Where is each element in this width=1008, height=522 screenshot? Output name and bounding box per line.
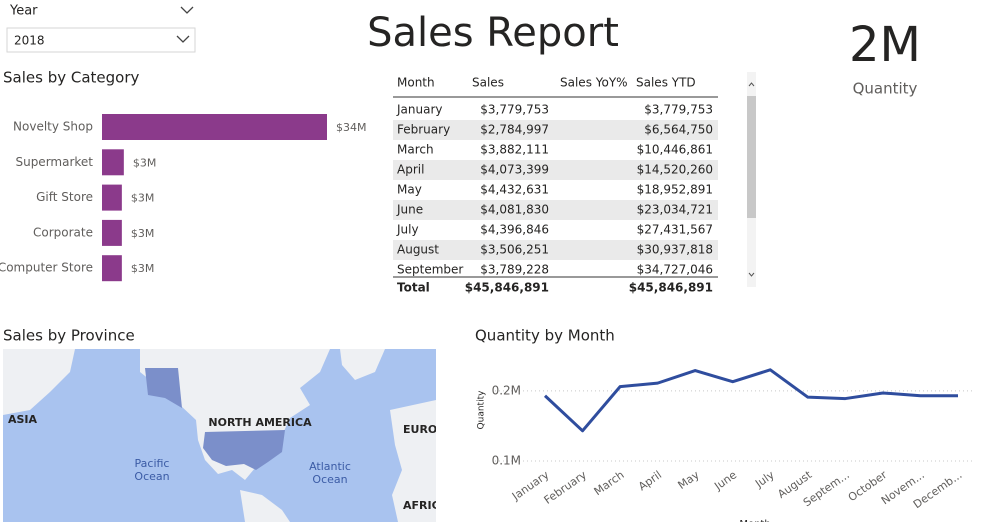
category-label: Gift Store — [36, 190, 93, 204]
table-cell: $27,431,567 — [637, 223, 713, 237]
table-cell: $3,882,111 — [480, 143, 549, 157]
slicer-collapse[interactable] — [180, 6, 194, 14]
land-greenland — [340, 349, 385, 380]
map-title: Sales by Province — [3, 327, 135, 345]
total-sales: $45,846,891 — [465, 281, 549, 295]
table-cell: March — [397, 143, 434, 157]
map-label: Ocean — [134, 470, 169, 483]
bar — [102, 255, 122, 282]
category-label: Supermarket — [15, 155, 93, 169]
total-ytd: $45,846,891 — [629, 281, 713, 295]
data-label: $3M — [131, 192, 155, 205]
table-cell: $30,937,818 — [637, 243, 713, 257]
x-tick-label: June — [711, 468, 739, 493]
data-label: $3M — [131, 262, 155, 275]
table-cell: $3,506,251 — [480, 243, 549, 257]
slicer-value: 2018 — [14, 34, 45, 48]
table-cell: $10,446,861 — [637, 143, 713, 157]
row-band — [393, 120, 718, 140]
table-cell: $23,034,721 — [637, 203, 713, 217]
table-cell: $3,779,753 — [644, 103, 713, 117]
table-cell: $34,727,046 — [637, 263, 713, 277]
line — [543, 368, 958, 433]
report-title: Sales Report — [367, 10, 619, 56]
y-tick-label: 0.1M — [492, 453, 521, 467]
category-label: Corporate — [33, 225, 93, 239]
table-header: Sales — [472, 76, 504, 90]
map[interactable]: ASIA NORTH AMERICA EURO Pacific Ocean At… — [3, 349, 440, 522]
table-cell: July — [396, 223, 419, 237]
land-south-america — [240, 490, 290, 522]
total-label: Total — [397, 281, 430, 295]
land-europe-africa — [390, 400, 436, 522]
table-cell: April — [397, 163, 424, 177]
bar — [102, 184, 122, 211]
x-axis-title: Month — [739, 519, 770, 522]
kpi-value: 2M — [849, 17, 921, 73]
kpi-label: Quantity — [853, 80, 918, 98]
x-tick-label: March — [592, 468, 627, 498]
table-cell: February — [397, 123, 450, 137]
map-label: NORTH AMERICA — [208, 416, 312, 429]
x-tick-label: February — [542, 468, 590, 507]
bar — [102, 149, 124, 176]
map-label: AFRIC — [403, 499, 440, 512]
row-band — [393, 160, 718, 180]
table-cell: $6,564,750 — [644, 123, 713, 137]
table-cell: $3,779,753 — [480, 103, 549, 117]
table-cell: August — [397, 243, 439, 257]
category-label: Computer Store — [0, 261, 93, 275]
table-cell: $4,073,399 — [480, 163, 549, 177]
land-north-america — [140, 349, 330, 480]
land-asia — [3, 349, 75, 415]
table-cell: $4,432,631 — [480, 183, 549, 197]
table-header: Sales YTD — [636, 76, 696, 90]
table-cell: $2,784,997 — [480, 123, 549, 137]
y-tick-label: 0.2M — [492, 383, 521, 397]
table-cell: $14,520,260 — [637, 163, 713, 177]
data-label: $34M — [336, 121, 367, 134]
scroll-up[interactable] — [748, 82, 755, 87]
slicer-dropdown[interactable] — [6, 27, 196, 53]
bar — [102, 219, 122, 246]
x-tick-label: July — [752, 468, 777, 491]
map-label: EURO — [403, 423, 437, 436]
bar-chart-title: Sales by Category — [3, 69, 140, 87]
table-header: Month — [397, 76, 435, 90]
data-label: $3M — [131, 227, 155, 240]
table-cell: September — [397, 263, 463, 277]
table-header: Sales YoY% — [560, 76, 628, 90]
category-label: Novelty Shop — [13, 120, 93, 134]
region-usa — [203, 430, 285, 470]
table-cell: $18,952,891 — [637, 183, 713, 197]
region-alaska — [145, 368, 182, 408]
bar — [102, 114, 327, 140]
map-label: Atlantic — [309, 460, 351, 473]
map-label: ASIA — [8, 413, 38, 426]
table-cell: $3,789,228 — [480, 263, 549, 277]
row-band — [393, 240, 718, 260]
map-label: Ocean — [312, 473, 347, 486]
dropdown-chevron — [176, 35, 190, 43]
scrollbar-thumb[interactable] — [747, 96, 756, 218]
data-label: $3M — [133, 156, 157, 169]
x-tick-label: May — [676, 468, 702, 492]
table-cell: $4,081,830 — [480, 203, 549, 217]
x-tick-label: April — [636, 468, 664, 493]
table-cell: June — [396, 203, 423, 217]
table-cell: $4,396,846 — [480, 223, 549, 237]
scroll-down[interactable] — [748, 272, 755, 277]
table-cell: January — [396, 103, 443, 117]
slicer-label: Year — [9, 4, 38, 19]
y-axis-title: Quantity — [477, 390, 487, 430]
map-label: Pacific — [135, 457, 170, 470]
table-cell: May — [397, 183, 422, 197]
row-band — [393, 200, 718, 220]
line-chart-title: Quantity by Month — [475, 327, 615, 345]
